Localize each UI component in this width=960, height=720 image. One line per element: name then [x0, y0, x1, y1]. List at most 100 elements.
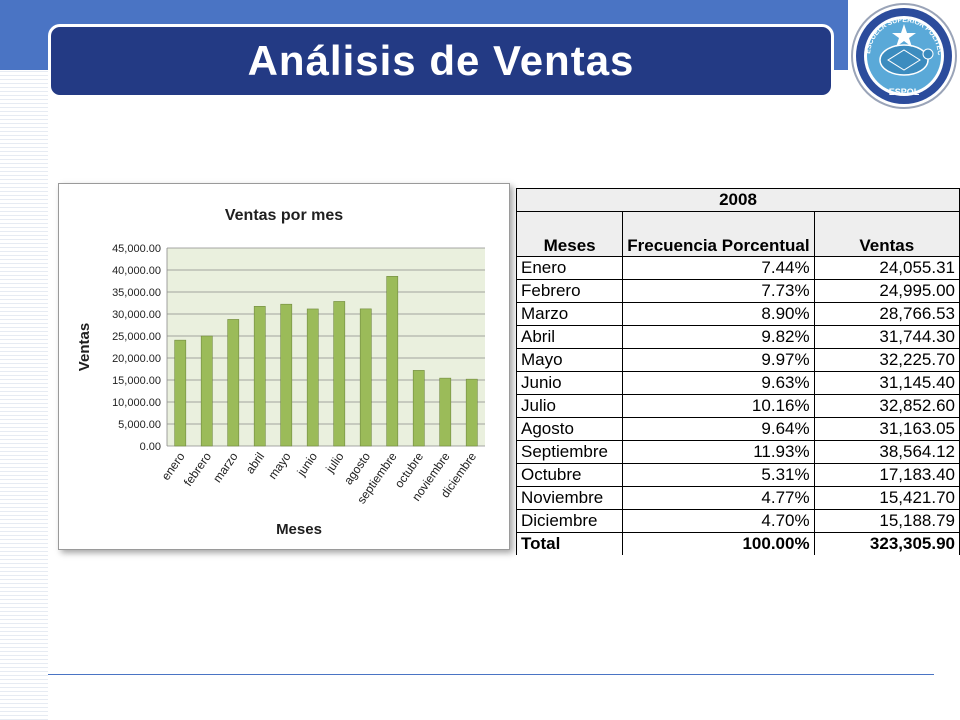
chart-title: Ventas por mes	[225, 207, 343, 224]
table-row: Marzo 8.90% 28,766.53	[515, 302, 960, 326]
sales-table-wrapper: 2008 Meses Frecuencia Porcentual Ventas …	[515, 188, 960, 555]
total-percent: 100.00%	[622, 532, 815, 555]
y-tick-label: 35,000.00	[112, 287, 161, 299]
table-cell-percent: 5.31%	[622, 463, 815, 487]
table-cell-percent: 9.82%	[622, 325, 815, 349]
table-row: Abril 9.82% 31,744.30	[515, 325, 960, 349]
y-tick-label: 20,000.00	[112, 353, 161, 365]
x-tick-label: junio	[294, 449, 321, 479]
table-year-header: 2008	[516, 188, 960, 212]
table-cell-sales: 38,564.12	[813, 440, 960, 464]
table-cell-month: Febrero	[515, 279, 624, 303]
bar-julio	[333, 301, 346, 447]
table-cell-month: Octubre	[515, 463, 624, 487]
total-sales: 323,305.90	[813, 532, 960, 555]
bar-abril	[253, 306, 266, 447]
table-cell-month: Agosto	[515, 417, 624, 441]
table-cell-month: Julio	[515, 394, 624, 418]
table-cell-sales: 32,852.60	[813, 394, 960, 418]
seal-bottom-text: ESPOL	[889, 87, 920, 97]
title-bar: Análisis de Ventas	[48, 24, 834, 98]
table-row: Julio 10.16% 32,852.60	[515, 394, 960, 418]
slide-title: Análisis de Ventas	[247, 37, 635, 84]
espol-seal-icon: ESCUELA SUPERIOR POLITECNICA DEL LITORAL…	[848, 0, 957, 109]
table-row: Mayo 9.97% 32,225.70	[515, 348, 960, 372]
y-tick-label: 30,000.00	[112, 309, 161, 321]
column-header-ventas: Ventas	[813, 211, 960, 257]
x-axis-title: Meses	[276, 521, 322, 538]
y-tick-label: 10,000.00	[112, 397, 161, 409]
table-cell-month: Septiembre	[515, 440, 624, 464]
table-cell-sales: 17,183.40	[813, 463, 960, 487]
table-total-row: Total 100.00% 323,305.90	[515, 532, 960, 555]
table-row: Junio 9.63% 31,145.40	[515, 371, 960, 395]
table-cell-percent: 4.70%	[622, 509, 815, 533]
y-tick-label: 15,000.00	[112, 375, 161, 387]
bar-enero	[174, 339, 187, 447]
y-tick-label: 5,000.00	[118, 419, 161, 431]
table-cell-percent: 7.44%	[622, 256, 815, 280]
column-header-frecuencia: Frecuencia Porcentual	[622, 211, 815, 257]
table-cell-percent: 7.73%	[622, 279, 815, 303]
table-cell-percent: 11.93%	[622, 440, 815, 464]
table-cell-percent: 9.64%	[622, 417, 815, 441]
table-cell-month: Enero	[515, 256, 624, 280]
bar-septiembre	[386, 276, 399, 447]
table-cell-sales: 28,766.53	[813, 302, 960, 326]
table-cell-month: Diciembre	[515, 509, 624, 533]
table-cell-sales: 15,188.79	[813, 509, 960, 533]
bar-octubre	[412, 370, 425, 447]
table-row: Diciembre 4.70% 15,188.79	[515, 509, 960, 533]
column-header-meses: Meses	[515, 211, 624, 257]
table-cell-percent: 10.16%	[622, 394, 815, 418]
bar-agosto	[359, 308, 372, 447]
table-cell-sales: 31,145.40	[813, 371, 960, 395]
table-row: Noviembre 4.77% 15,421.70	[515, 486, 960, 510]
table-cell-sales: 31,163.05	[813, 417, 960, 441]
table-row: Agosto 9.64% 31,163.05	[515, 417, 960, 441]
y-tick-label: 40,000.00	[112, 265, 161, 277]
table-cell-percent: 9.97%	[622, 348, 815, 372]
x-tick-label: febrero	[181, 449, 214, 488]
y-axis-title: Ventas	[76, 323, 93, 371]
table-cell-month: Abril	[515, 325, 624, 349]
table-cell-sales: 15,421.70	[813, 486, 960, 510]
table-cell-month: Marzo	[515, 302, 624, 326]
bar-mayo	[280, 303, 293, 447]
table-cell-sales: 32,225.70	[813, 348, 960, 372]
total-label: Total	[515, 532, 624, 555]
table-cell-sales: 24,055.31	[813, 256, 960, 280]
sales-bar-chart: Ventas por mes Meses Ventas 0.00 5,000.00…	[76, 207, 485, 538]
table-cell-month: Noviembre	[515, 486, 624, 510]
table-cell-sales: 31,744.30	[813, 325, 960, 349]
table-row: Octubre 5.31% 17,183.40	[515, 463, 960, 487]
footer-divider	[48, 674, 934, 675]
bar-marzo	[227, 319, 240, 447]
left-stripe-decoration	[0, 0, 48, 720]
y-tick-labels: 0.00 5,000.00 10,000.00 15,000.00 20,000.00 2…	[112, 243, 161, 453]
table-cell-percent: 9.63%	[622, 371, 815, 395]
table-cell-percent: 4.77%	[622, 486, 815, 510]
bar-febrero	[200, 335, 213, 447]
y-tick-label: 45,000.00	[112, 243, 161, 255]
table-cell-sales: 24,995.00	[813, 279, 960, 303]
table-cell-month: Mayo	[515, 348, 624, 372]
table-cell-month: Junio	[515, 371, 624, 395]
bar-diciembre	[465, 378, 478, 447]
plot-area	[167, 248, 485, 446]
y-tick-label: 25,000.00	[112, 331, 161, 343]
bar-noviembre	[439, 377, 452, 447]
x-tick-label: abril	[243, 450, 267, 477]
chart-frame: Ventas por mes Meses Ventas 0.00 5,000.00…	[58, 183, 510, 550]
table-row: Febrero 7.73% 24,995.00	[515, 279, 960, 303]
y-tick-label: 0.00	[140, 441, 161, 453]
gridlines	[166, 247, 485, 447]
bar-junio	[306, 308, 319, 447]
table-row: Enero 7.44% 24,055.31	[515, 256, 960, 280]
table-row: Septiembre 11.93% 38,564.12	[515, 440, 960, 464]
x-tick-label: mayo	[265, 449, 293, 481]
sales-table: 2008 Meses Frecuencia Porcentual Ventas …	[515, 188, 960, 555]
table-cell-percent: 8.90%	[622, 302, 815, 326]
bars	[174, 276, 478, 447]
